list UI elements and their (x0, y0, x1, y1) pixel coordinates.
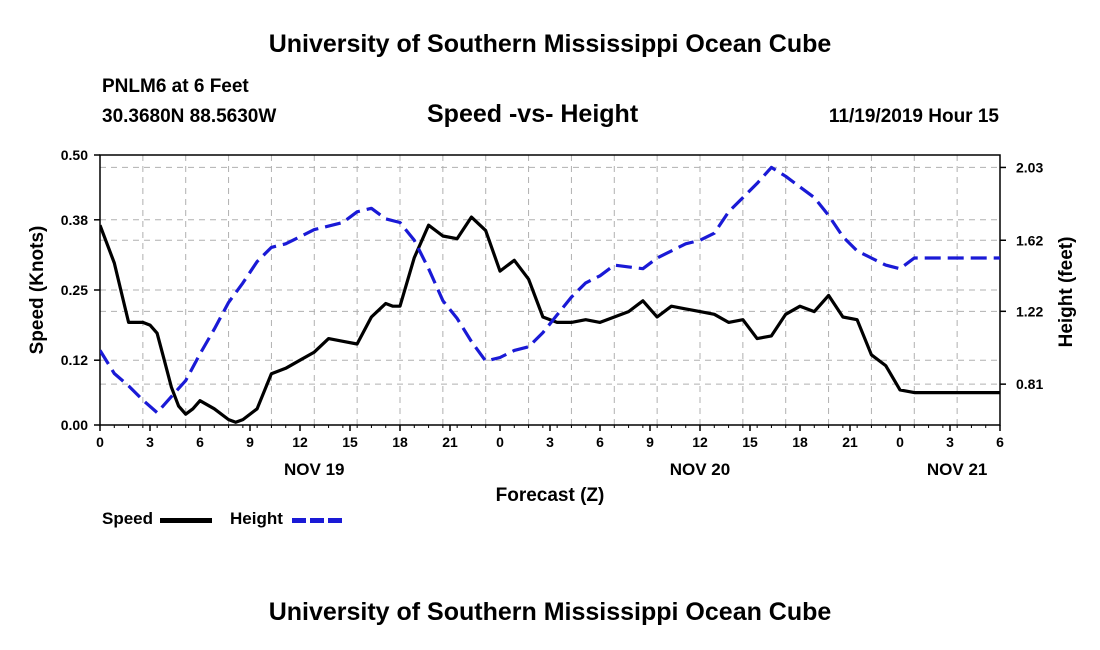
x-tick-label: 9 (646, 434, 654, 450)
x-tick-label: 15 (342, 434, 358, 450)
x-tick-label: 21 (842, 434, 858, 450)
series-line-speed (100, 215, 1000, 424)
y-tick-label: 0.50 (61, 147, 88, 163)
footer-title: University of Southern Mississippi Ocean… (268, 598, 832, 626)
x-tick-label: 21 (442, 434, 458, 450)
x-tick-label: 12 (692, 434, 708, 450)
y-tick-label: 0.00 (61, 417, 88, 433)
datetime-label: 11/19/2019 Hour 15 (828, 106, 999, 127)
station-label: PNLM6 at 6 Feet (102, 76, 249, 97)
x-tick-label: 18 (792, 434, 808, 450)
legend-height-swatch (292, 518, 342, 523)
day-label: NOV 19 (284, 460, 344, 479)
x-axis-label: Forecast (Z) (496, 485, 605, 506)
x-tick-label: 6 (996, 434, 1004, 450)
x-tick-label: 3 (146, 434, 154, 450)
x-tick-label: 3 (546, 434, 554, 450)
x-tick-label: 0 (96, 434, 104, 450)
legend-speed-swatch (160, 518, 212, 523)
x-tick-label: 6 (196, 434, 204, 450)
coordinates-label: 30.3680N 88.5630W (102, 106, 277, 127)
legend-height-label: Height (230, 509, 283, 528)
y-tick-label: 0.25 (61, 282, 88, 298)
day-label: NOV 21 (927, 460, 987, 479)
page-title: University of Southern Mississippi Ocean… (268, 30, 832, 58)
y-axis-label: Speed (Knots) (27, 226, 48, 355)
y-tick-label: 0.12 (61, 352, 88, 368)
series-line-height (100, 165, 1000, 415)
x-tick-label: 3 (946, 434, 954, 450)
x-tick-label: 15 (742, 434, 758, 450)
x-tick-label: 12 (292, 434, 308, 450)
y2-tick-label: 1.22 (1016, 303, 1043, 319)
y2-tick-label: 2.03 (1016, 159, 1043, 175)
x-tick-label: 0 (896, 434, 904, 450)
y2-tick-label: 0.81 (1016, 376, 1043, 392)
y-tick-label: 0.38 (61, 212, 88, 228)
x-tick-label: 18 (392, 434, 408, 450)
legend-speed-label: Speed (102, 509, 154, 528)
x-tick-label: 0 (496, 434, 504, 450)
y2-axis-label: Height (feet) (1056, 237, 1077, 348)
day-label: NOV 20 (670, 460, 730, 479)
chart-title: Speed -vs- Height (427, 100, 639, 128)
x-tick-label: 6 (596, 434, 604, 450)
x-tick-label: 9 (246, 434, 254, 450)
y2-tick-label: 1.62 (1016, 232, 1043, 248)
